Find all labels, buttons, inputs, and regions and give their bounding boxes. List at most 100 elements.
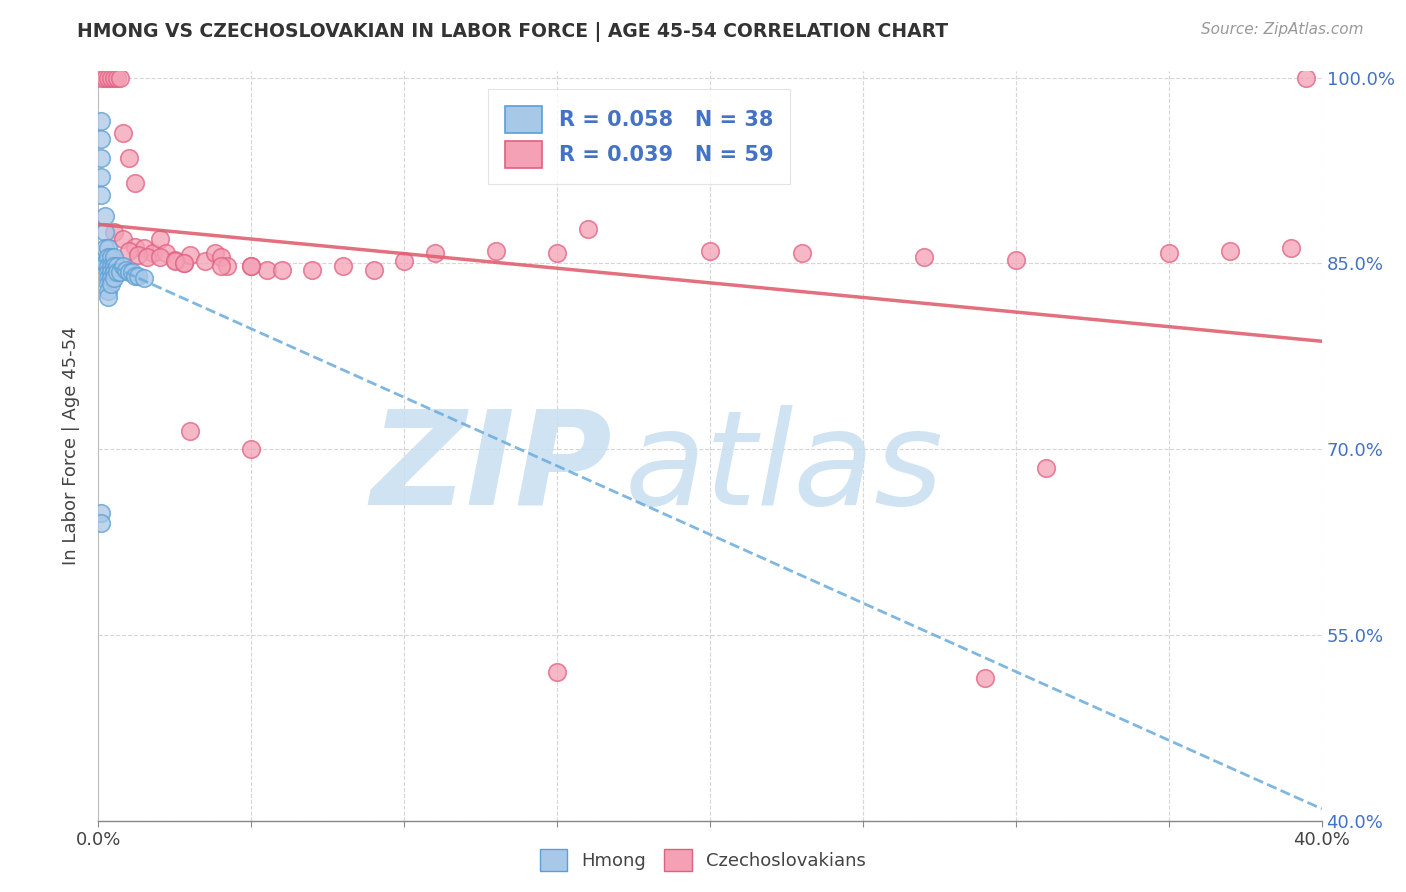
- Point: [209, 250, 232, 264]
- Point: [97, 70, 120, 85]
- Point: [108, 265, 131, 279]
- Point: [1279, 242, 1302, 256]
- Point: [97, 284, 120, 298]
- Point: [97, 242, 120, 256]
- Point: [1295, 70, 1317, 85]
- Point: [118, 265, 141, 279]
- Point: [103, 70, 125, 85]
- Text: Source: ZipAtlas.com: Source: ZipAtlas.com: [1201, 22, 1364, 37]
- Point: [163, 253, 186, 268]
- Point: [97, 265, 120, 279]
- Point: [142, 246, 165, 260]
- Point: [209, 259, 232, 273]
- Point: [93, 256, 115, 270]
- Point: [100, 259, 122, 273]
- Legend: Hmong, Czechoslovakians: Hmong, Czechoslovakians: [533, 842, 873, 879]
- Point: [111, 231, 134, 245]
- Point: [90, 114, 112, 128]
- Point: [163, 252, 186, 267]
- Point: [173, 256, 195, 270]
- Point: [173, 256, 195, 270]
- Point: [576, 221, 599, 235]
- Y-axis label: In Labor Force | Age 45-54: In Labor Force | Age 45-54: [62, 326, 80, 566]
- Point: [485, 244, 508, 258]
- Text: atlas: atlas: [624, 405, 943, 532]
- Point: [1004, 252, 1026, 267]
- Point: [100, 250, 122, 264]
- Point: [127, 268, 149, 283]
- Point: [100, 277, 122, 292]
- Point: [108, 70, 131, 85]
- Point: [155, 246, 177, 260]
- Point: [90, 507, 112, 521]
- Point: [121, 265, 143, 279]
- Point: [100, 265, 122, 279]
- Point: [134, 271, 156, 285]
- Point: [97, 271, 120, 285]
- Point: [301, 262, 323, 277]
- Legend: R = 0.058   N = 38, R = 0.039   N = 59: R = 0.058 N = 38, R = 0.039 N = 59: [488, 89, 790, 185]
- Point: [105, 70, 128, 85]
- Point: [90, 70, 112, 85]
- Point: [332, 259, 354, 273]
- Point: [103, 271, 125, 285]
- Point: [194, 253, 217, 268]
- Point: [100, 271, 122, 285]
- Point: [93, 225, 115, 239]
- Point: [90, 516, 112, 531]
- Point: [790, 246, 813, 260]
- Point: [392, 253, 416, 268]
- Point: [103, 259, 125, 273]
- Point: [118, 244, 141, 258]
- Point: [546, 665, 568, 679]
- Point: [1219, 244, 1241, 258]
- Point: [204, 246, 226, 260]
- Point: [103, 265, 125, 279]
- Point: [111, 126, 134, 140]
- Point: [100, 70, 122, 85]
- Point: [105, 265, 128, 279]
- Point: [240, 259, 263, 273]
- Point: [111, 259, 134, 273]
- Point: [699, 244, 721, 258]
- Point: [90, 151, 112, 165]
- Point: [240, 259, 263, 273]
- Point: [97, 277, 120, 292]
- Point: [1035, 460, 1057, 475]
- Text: HMONG VS CZECHOSLOVAKIAN IN LABOR FORCE | AGE 45-54 CORRELATION CHART: HMONG VS CZECHOSLOVAKIAN IN LABOR FORCE …: [77, 22, 949, 42]
- Point: [1157, 246, 1180, 260]
- Point: [124, 268, 146, 283]
- Point: [912, 250, 935, 264]
- Point: [124, 176, 146, 190]
- Point: [97, 290, 120, 304]
- Point: [90, 188, 112, 202]
- Point: [90, 132, 112, 146]
- Point: [124, 240, 146, 254]
- Point: [179, 424, 201, 438]
- Point: [90, 169, 112, 184]
- Point: [179, 247, 201, 261]
- Point: [149, 250, 172, 264]
- Point: [546, 246, 568, 260]
- Point: [270, 262, 292, 277]
- Point: [136, 250, 159, 264]
- Point: [93, 70, 115, 85]
- Point: [93, 242, 115, 256]
- Point: [974, 671, 997, 685]
- Point: [423, 246, 446, 260]
- Point: [105, 259, 128, 273]
- Point: [118, 151, 141, 165]
- Point: [115, 262, 138, 277]
- Point: [363, 262, 385, 277]
- Point: [127, 247, 149, 261]
- Point: [97, 259, 120, 273]
- Point: [240, 442, 263, 456]
- Point: [215, 259, 238, 273]
- Point: [103, 225, 125, 239]
- Point: [103, 250, 125, 264]
- Text: ZIP: ZIP: [371, 405, 612, 532]
- Point: [97, 250, 120, 264]
- Point: [149, 231, 172, 245]
- Point: [256, 262, 278, 277]
- Point: [93, 209, 115, 223]
